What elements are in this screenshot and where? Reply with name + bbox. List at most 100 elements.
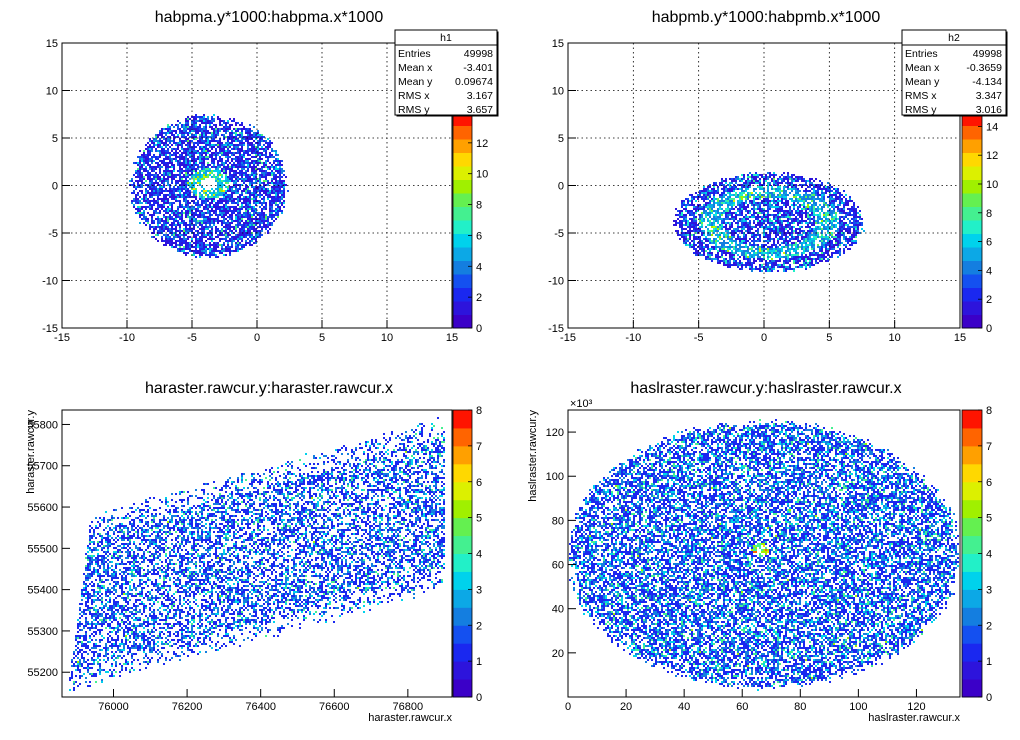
palette-band xyxy=(962,536,982,554)
palette-tick-label: 2 xyxy=(476,620,482,632)
palette-band xyxy=(962,607,982,625)
stats-label: Entries xyxy=(398,48,431,60)
palette-band xyxy=(453,536,472,554)
palette-band xyxy=(962,518,982,536)
stats-value: 3.167 xyxy=(467,90,493,102)
stats-value: 0.09674 xyxy=(455,76,493,88)
stats-value: 49998 xyxy=(464,48,493,60)
palette-tick-label: 7 xyxy=(476,441,482,453)
palette-band xyxy=(962,643,982,661)
x-tick-label: 76600 xyxy=(319,701,350,713)
palette-band xyxy=(962,482,982,500)
y-tick-label: -15 xyxy=(548,323,564,335)
palette-band xyxy=(453,274,472,288)
palette-tick-label: 6 xyxy=(476,477,482,489)
palette-band xyxy=(453,207,472,221)
x-tick-label: -10 xyxy=(119,332,135,344)
palette-band xyxy=(962,126,982,140)
x-tick-label: 15 xyxy=(954,332,966,344)
palette-band xyxy=(453,446,472,464)
palette-band xyxy=(962,301,982,315)
palette-tick-label: 7 xyxy=(986,441,992,453)
y-tick-label: 0 xyxy=(52,181,58,193)
palette-tick-label: 3 xyxy=(476,584,482,596)
palette-tick-label: 14 xyxy=(986,121,998,133)
palette-band xyxy=(962,571,982,589)
palette-tick-label: 8 xyxy=(476,200,482,212)
y-tick-label: 120 xyxy=(546,427,564,439)
chart-title: haraster.rawcur.y:haraster.rawcur.x xyxy=(145,380,393,397)
palette-band xyxy=(453,288,472,302)
palette-band xyxy=(962,193,982,207)
x-tick-label: 10 xyxy=(381,332,393,344)
palette-band xyxy=(962,428,982,446)
stats-label: Entries xyxy=(905,48,938,60)
y-tick-label: 40 xyxy=(552,604,564,616)
palette-band xyxy=(962,464,982,482)
palette-tick-label: 3 xyxy=(986,584,992,596)
palette-band xyxy=(962,589,982,607)
x-tick-label: -5 xyxy=(694,332,704,344)
y-tick-label: 5 xyxy=(52,133,58,145)
y-axis-label: haraster.rawcur.y xyxy=(25,410,37,494)
chart-title: habpmb.y*1000:habpmb.x*1000 xyxy=(652,9,881,26)
palette-tick-label: 2 xyxy=(986,294,992,306)
palette-tick-label: 8 xyxy=(986,208,992,220)
x-tick-label: 60 xyxy=(736,701,748,713)
palette-tick-label: 0 xyxy=(986,323,992,335)
palette-band xyxy=(453,220,472,234)
palette-tick-label: 6 xyxy=(986,477,992,489)
y-tick-label: 20 xyxy=(552,648,564,660)
palette-band xyxy=(453,180,472,194)
palette-tick-label: 6 xyxy=(476,230,482,242)
x-tick-label: 10 xyxy=(889,332,901,344)
palette-band xyxy=(453,607,472,625)
y-tick-label: 100 xyxy=(546,471,564,483)
palette-band xyxy=(962,261,982,275)
stats-value: -4.134 xyxy=(972,76,1002,88)
palette-band xyxy=(962,661,982,679)
x-tick-label: 0 xyxy=(565,701,571,713)
x-tick-label: 5 xyxy=(826,332,832,344)
palette-band xyxy=(453,661,472,679)
x-tick-label: 0 xyxy=(761,332,767,344)
palette-band xyxy=(453,482,472,500)
stats-value: 49998 xyxy=(973,48,1002,60)
y-tick-label: 55200 xyxy=(27,667,58,679)
palette-band xyxy=(962,315,982,329)
y-tick-label: -5 xyxy=(48,228,58,240)
y-tick-label: -15 xyxy=(42,323,58,335)
palette-band xyxy=(453,554,472,572)
stats-value: 3.657 xyxy=(467,104,493,116)
palette-tick-label: 2 xyxy=(986,620,992,632)
palette-tick-label: 4 xyxy=(986,549,992,561)
x-tick-label: 20 xyxy=(620,701,632,713)
x-tick-label: 0 xyxy=(254,332,260,344)
palette-tick-label: 10 xyxy=(986,179,998,191)
y-tick-label: 10 xyxy=(552,86,564,98)
palette-tick-label: 12 xyxy=(986,150,998,162)
palette-band xyxy=(962,220,982,234)
palette-band xyxy=(453,261,472,275)
palette-tick-label: 0 xyxy=(476,692,482,704)
x-tick-label: 76200 xyxy=(172,701,203,713)
y-tick-label: 10 xyxy=(46,86,58,98)
stats-label: RMS x xyxy=(398,90,430,102)
palette-tick-label: 4 xyxy=(476,549,482,561)
x-tick-label: -10 xyxy=(625,332,641,344)
y-tick-label: 55500 xyxy=(27,543,58,555)
palette-tick-label: 2 xyxy=(476,292,482,304)
y-tick-label: 80 xyxy=(552,515,564,527)
palette-band xyxy=(453,589,472,607)
x-axis-label: haraster.rawcur.x xyxy=(368,712,452,724)
palette-tick-label: 6 xyxy=(986,237,992,249)
palette-band xyxy=(453,139,472,153)
palette-tick-label: 5 xyxy=(476,513,482,525)
palette-tick-label: 10 xyxy=(476,169,488,181)
stats-value: -0.3659 xyxy=(966,62,1002,74)
